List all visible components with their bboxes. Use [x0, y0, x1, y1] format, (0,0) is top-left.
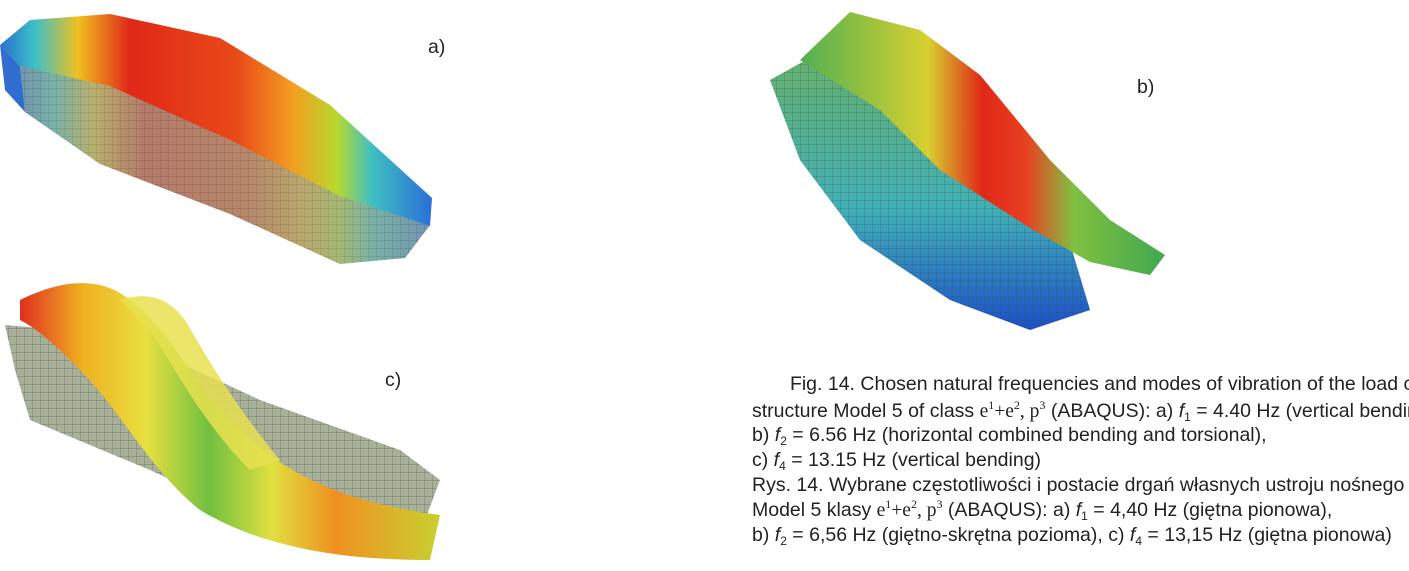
caption-line: Rys. 14. Wybrane częstotliwości i postac… [752, 474, 1404, 496]
panel-label: b) [1137, 76, 1154, 98]
caption-symbol: , p [1020, 401, 1040, 422]
caption-symbol: , p [917, 500, 937, 521]
caption-superscript: 1 [988, 398, 994, 412]
caption-text: b) [752, 424, 775, 446]
panel-a-image [0, 14, 432, 264]
caption-text: = 6.56 Hz (horizontal combined bending a… [787, 424, 1267, 446]
panel-c-image [5, 283, 440, 560]
caption-symbol: e [980, 401, 989, 422]
panel-label: c) [385, 369, 401, 391]
caption-superscript: 2 [911, 497, 917, 511]
caption-subscript: 4 [779, 459, 786, 473]
caption: Fig. 14. Chosen natural frequencies and … [752, 373, 1409, 548]
caption-line: b) f2 = 6,56 Hz (giętno-skrętna pozioma)… [752, 524, 1392, 548]
caption-line: Fig. 14. Chosen natural frequencies and … [752, 373, 1409, 395]
caption-text: = 4,40 Hz (giętna pionowa), [1088, 499, 1332, 521]
caption-line: Model 5 klasy e1+e2, p3 (ABAQUS): a) f1 … [752, 497, 1332, 523]
caption-line: structure Model 5 of class e1+e2, p3 (AB… [752, 398, 1409, 424]
caption-superscript: 3 [1039, 398, 1045, 412]
caption-superscript: 2 [1014, 398, 1020, 412]
caption-symbol: e [877, 500, 886, 521]
panel-label: a) [428, 36, 445, 58]
caption-text: Model 5 klasy [752, 499, 877, 521]
caption-symbol: f [1130, 524, 1138, 546]
caption-symbol: f [775, 424, 783, 446]
caption-symbol: +e [994, 401, 1014, 422]
caption-text: structure Model 5 of class [752, 400, 980, 422]
caption-symbol: f [775, 524, 783, 546]
caption-text: (ABAQUS): a) [1045, 400, 1178, 422]
caption-symbol: +e [891, 500, 911, 521]
caption-subscript: 1 [1081, 509, 1088, 523]
caption-subscript: 4 [1135, 534, 1142, 548]
caption-subscript: 2 [780, 534, 787, 548]
caption-text: = 4.40 Hz (vertical bending), [1191, 400, 1409, 422]
caption-text: = 13.15 Hz (vertical bending) [786, 449, 1041, 471]
caption-subscript: 1 [1184, 410, 1191, 424]
caption-line: b) f2 = 6.56 Hz (horizontal combined ben… [752, 424, 1267, 448]
caption-text: c) [752, 449, 774, 471]
caption-subscript: 2 [780, 434, 787, 448]
caption-text: = 13,15 Hz (giętna pionowa) [1142, 524, 1392, 546]
caption-symbol: f [1179, 400, 1187, 422]
caption-text: Rys. 14. Wybrane częstotliwości i postac… [752, 474, 1404, 496]
caption-text: b) [752, 524, 775, 546]
caption-symbol: f [774, 449, 782, 471]
panel-b-image [770, 12, 1165, 330]
caption-line: c) f4 = 13.15 Hz (vertical bending) [752, 449, 1041, 473]
caption-superscript: 1 [885, 497, 891, 511]
caption-symbol: f [1076, 499, 1084, 521]
caption-text: Fig. 14. Chosen natural frequencies and … [790, 373, 1409, 395]
caption-superscript: 3 [936, 497, 942, 511]
caption-text: = 6,56 Hz (giętno-skrętna pozioma), c) [787, 524, 1130, 546]
caption-text: (ABAQUS): a) [942, 499, 1075, 521]
